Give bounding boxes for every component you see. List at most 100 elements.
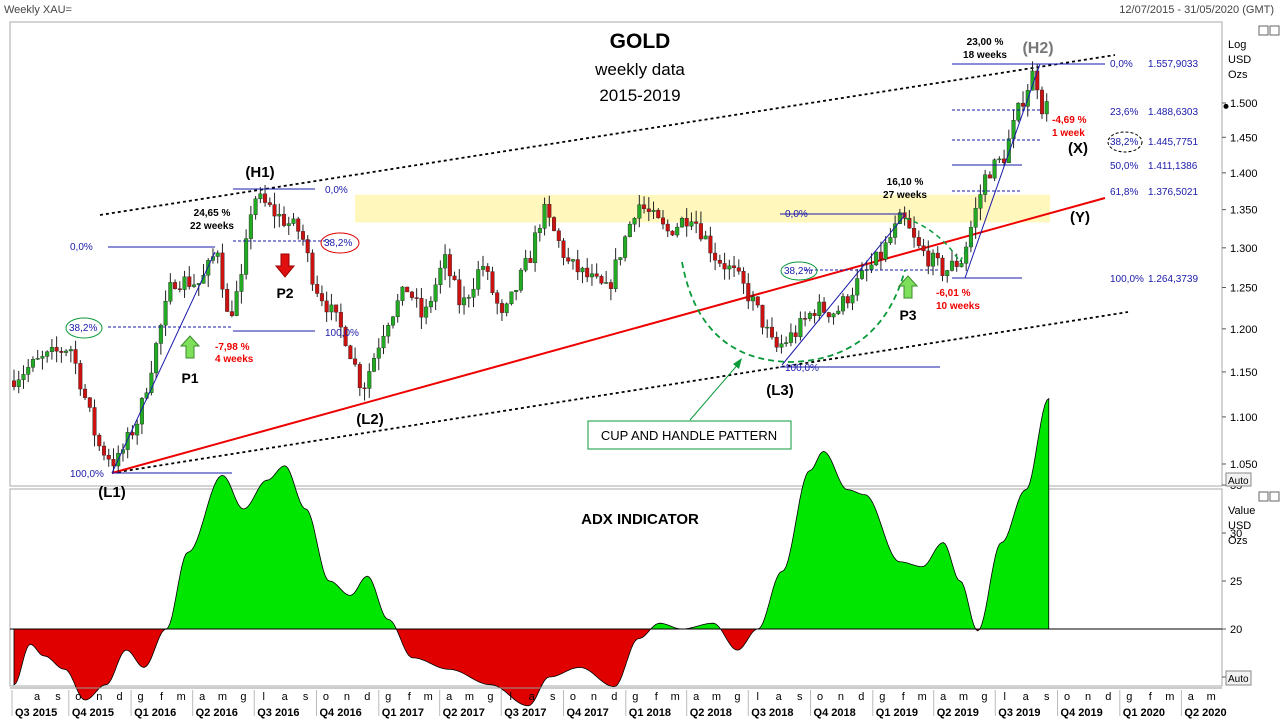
move-weeks: 22 weeks [190, 221, 234, 232]
adx-title: ADX INDICATOR [581, 511, 699, 528]
cup-label-box [587, 420, 792, 450]
candle-body [874, 251, 879, 266]
label-p2: P2 [276, 285, 293, 301]
month-tick-label: l [1004, 691, 1006, 703]
fib-h2-value: 1.557,9033 [1148, 59, 1198, 70]
candle-body [149, 372, 154, 393]
adx-axis-label: Ozs [1228, 535, 1248, 547]
candle-body [518, 269, 523, 291]
fib-h2-value: 1.264,3739 [1148, 274, 1198, 285]
candle-body [443, 254, 448, 269]
quarter-tick-label: Q3 2019 [998, 707, 1040, 719]
fib-h2-label: 0,0% [1110, 59, 1133, 70]
candle-body [793, 332, 798, 337]
candle-body [822, 301, 827, 313]
swing-2018-up [781, 214, 906, 366]
candle-body [949, 260, 954, 271]
auto-button-bottom-label: Auto [1228, 674, 1249, 685]
candle-body [457, 279, 462, 306]
candle-body [409, 291, 414, 298]
candle-body [201, 275, 206, 284]
arrow-down-icon [274, 253, 296, 278]
candle-body [803, 318, 808, 320]
candle-body [826, 312, 831, 318]
candle-body [788, 332, 793, 343]
candle-body [173, 282, 178, 289]
move-weeks: 1 week [1052, 128, 1085, 139]
quarter-tick-label: Q2 2016 [196, 707, 238, 719]
close-icon [1269, 25, 1280, 36]
candle-body [452, 275, 457, 280]
fib-label: 100,0% [325, 328, 359, 339]
chart-title: GOLD [610, 30, 671, 53]
month-tick-label: n [591, 691, 597, 703]
candle-body [83, 388, 88, 398]
quarter-tick-label: Q3 2016 [257, 707, 299, 719]
month-tick-label: a [693, 691, 700, 703]
month-tick-label: d [117, 691, 123, 703]
label-l1: (L1) [98, 484, 126, 501]
month-tick-label: g [981, 691, 987, 703]
arrow-up-icon [897, 275, 919, 299]
price-tick-label: 1.350 [1230, 205, 1258, 217]
label-p1: P1 [181, 370, 198, 386]
quarter-tick-label: Q2 2018 [690, 707, 732, 719]
candle-body [807, 313, 812, 319]
month-tick-label: o [817, 691, 823, 703]
fib-highlight-ellipse [320, 232, 360, 254]
month-tick-label: g [385, 691, 391, 703]
candle-body [139, 398, 144, 425]
candle-body [286, 223, 291, 226]
candle-body [547, 204, 552, 218]
candle-body [466, 297, 471, 299]
move-weeks: 18 weeks [963, 50, 1007, 61]
candle-body [234, 291, 239, 316]
move-pct: -6,01 % [936, 288, 971, 299]
candle-body [405, 286, 410, 293]
handle-arc [904, 217, 976, 264]
candle-body [414, 297, 419, 299]
month-tick-label: a [446, 691, 453, 703]
candle-body [272, 204, 277, 217]
symbol-label: Weekly XAU= [4, 4, 72, 16]
candle-body [954, 260, 959, 267]
quarter-tick-label: Q3 2018 [751, 707, 793, 719]
month-tick-label: n [344, 691, 350, 703]
adx-area-below [720, 628, 758, 651]
candle-body [859, 270, 864, 279]
candle-body [291, 218, 296, 224]
quarter-tick-label: Q4 2019 [1061, 707, 1103, 719]
candle-body [253, 198, 258, 215]
candle-body [566, 257, 571, 262]
candle-body [831, 313, 836, 318]
cup-arc [681, 261, 906, 363]
fib-label: 38,2% [69, 323, 97, 334]
candle-body [897, 212, 902, 224]
candle-body [968, 227, 973, 248]
auto-button-bottom [1225, 670, 1252, 686]
candle-body [16, 379, 21, 387]
candle-body [239, 274, 244, 292]
candle-body [570, 259, 575, 262]
candle-body [324, 300, 329, 313]
candle-body [1021, 102, 1026, 107]
month-tick-label: g [137, 691, 143, 703]
candle-body [495, 292, 500, 304]
label-h1: (H1) [245, 164, 274, 181]
candle-body [215, 252, 220, 257]
label-l3: (L3) [766, 382, 794, 399]
fib-label: 0,0% [325, 185, 348, 196]
candle-body [523, 258, 528, 271]
candle-body [1039, 89, 1044, 115]
move-pct: -7,98 % [215, 342, 250, 353]
quarter-tick-label: Q4 2018 [814, 707, 856, 719]
candle-body [561, 240, 566, 258]
candle-body [182, 276, 187, 290]
month-tick-label: o [323, 691, 329, 703]
cup-label-pointer [689, 361, 741, 421]
candle-body [400, 286, 405, 301]
candle-body [438, 267, 443, 285]
candle-body [92, 407, 97, 436]
adx-area-above [757, 450, 977, 630]
candle-body [386, 325, 391, 337]
